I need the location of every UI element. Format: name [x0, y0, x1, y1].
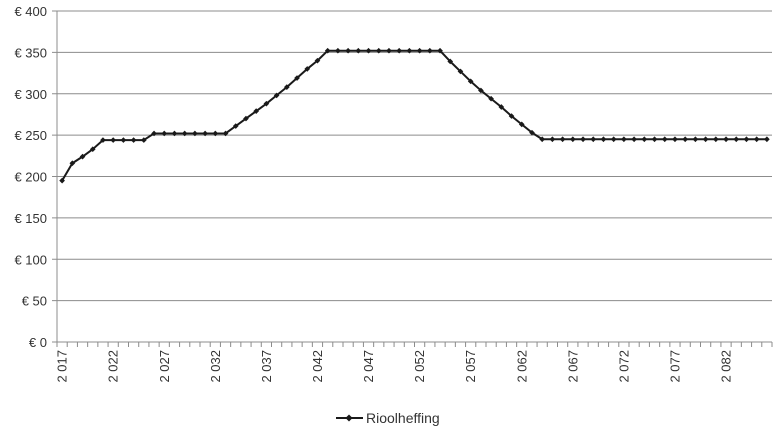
data-point [682, 136, 689, 143]
gridlines [57, 10, 772, 302]
x-tick-label: 2 077 [667, 350, 682, 383]
x-tick-label: 2 042 [310, 350, 325, 383]
data-point [253, 108, 260, 114]
data-point [130, 137, 137, 143]
data-point [702, 136, 709, 143]
data-point [621, 136, 627, 143]
data-point [161, 130, 168, 137]
data-point [171, 130, 178, 137]
x-axis-ticks: 2 017 2 022 2 027 2 032 2 037 2 042 2 047 2 052… [55, 342, 773, 383]
y-tick-label: € 150 [14, 211, 47, 226]
x-tick-label: 2 037 [259, 350, 274, 383]
data-point [181, 130, 188, 137]
data-point [488, 95, 494, 102]
data-point [661, 136, 668, 143]
legend: Rioolheffing [336, 410, 440, 426]
data-point [243, 115, 249, 122]
data-point [100, 137, 106, 143]
data-point [120, 137, 127, 143]
y-tick-label: € 0 [29, 335, 47, 350]
x-tick-label: 2 057 [463, 350, 478, 383]
data-point [283, 84, 290, 90]
data-point [641, 136, 648, 143]
x-tick-label: 2 027 [157, 350, 172, 383]
x-tick-label: 2 047 [361, 350, 376, 383]
y-tick-label: € 400 [14, 4, 47, 19]
series-layer [59, 47, 770, 184]
y-tick-label: € 250 [14, 128, 47, 143]
series-line [61, 49, 767, 182]
y-tick-label: € 350 [14, 45, 47, 60]
x-tick-label: 2 082 [719, 350, 734, 383]
data-point [651, 136, 658, 143]
data-point [89, 146, 96, 153]
axes [56, 11, 772, 343]
data-point [631, 136, 637, 143]
y-tick-label: € 50 [22, 294, 47, 309]
x-tick-label: 2 052 [412, 350, 427, 383]
data-point [610, 136, 617, 143]
y-axis-ticks: € 0 € 50 € 100 € 150 € 200 € 250 € 300 € 350 € 4… [14, 4, 57, 350]
data-point [273, 92, 280, 99]
data-point [212, 130, 219, 137]
data-point [672, 136, 678, 143]
legend-marker [345, 414, 353, 422]
data-point [569, 136, 576, 143]
x-tick-label: 2 017 [55, 350, 70, 383]
data-point [559, 136, 566, 143]
y-tick-label: € 300 [14, 87, 47, 102]
data-point [743, 136, 750, 143]
data-point [294, 75, 300, 81]
data-point [478, 87, 484, 94]
data-point [79, 153, 86, 160]
data-point [549, 136, 556, 143]
data-point [600, 136, 607, 143]
data-point [539, 136, 546, 143]
data-point [498, 104, 505, 110]
data-point [590, 136, 597, 143]
data-point [580, 136, 586, 143]
data-point [457, 68, 464, 75]
y-tick-label: € 200 [14, 170, 47, 185]
data-point [151, 130, 157, 137]
y-tick-label: € 100 [14, 252, 47, 267]
data-point [202, 130, 208, 137]
data-point [692, 136, 699, 143]
data-point [518, 121, 525, 128]
data-point [764, 136, 770, 143]
data-point [508, 113, 515, 119]
x-tick-label: 2 032 [208, 350, 223, 383]
data-point [733, 136, 740, 143]
x-tick-label: 2 067 [565, 350, 580, 383]
data-point [467, 78, 474, 85]
data-point [69, 160, 76, 167]
data-point [222, 130, 229, 137]
data-point [304, 66, 311, 72]
data-point [110, 137, 117, 143]
x-tick-label: 2 022 [106, 350, 121, 383]
data-point [723, 136, 729, 143]
data-point [529, 129, 535, 136]
data-point [140, 137, 147, 143]
data-point [753, 136, 760, 143]
data-point [192, 130, 198, 137]
legend-label: Rioolheffing [366, 410, 440, 426]
data-point [712, 136, 719, 143]
x-tick-label: 2 062 [514, 350, 529, 383]
x-tick-label: 2 072 [616, 350, 631, 383]
data-point [263, 100, 270, 107]
